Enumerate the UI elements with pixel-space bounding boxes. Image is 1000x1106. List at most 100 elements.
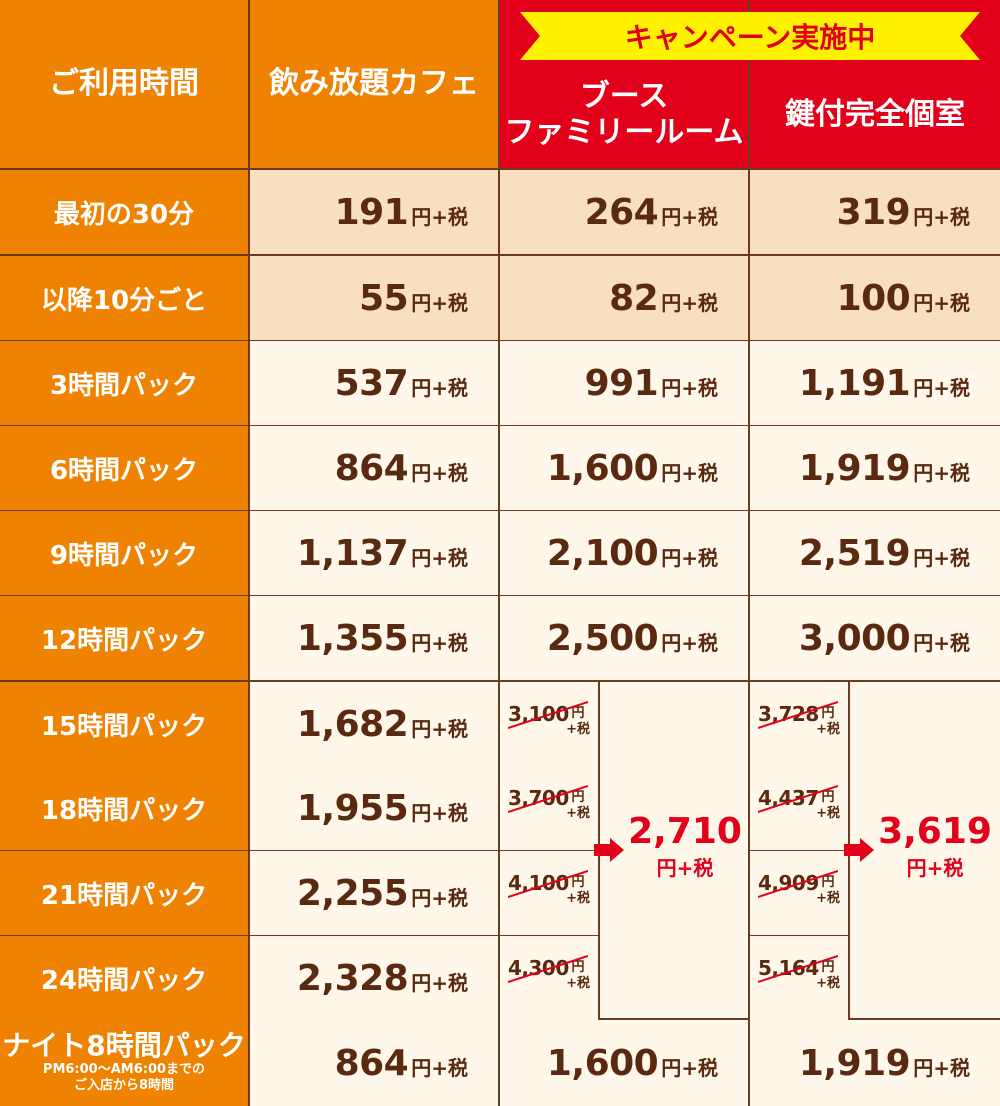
price-cell-cafe: 1,682 円+税 [250, 682, 498, 766]
campaign-cell-booth [600, 682, 748, 1018]
price-unit: 円+税 [411, 460, 468, 485]
price-unit: 円+税 [913, 290, 970, 315]
night-pack-label: ナイト8時間パック [2, 1029, 246, 1063]
row-label: 3時間パック [0, 341, 248, 425]
price-cell-cafe: 1,955 円+税 [250, 766, 498, 850]
old-unit-bottom: +税 [816, 806, 840, 822]
old-unit-bottom: +税 [566, 806, 590, 822]
old-price-cell-booth: 3,700 円 +税 [500, 766, 598, 850]
price-value: 319 [836, 191, 911, 233]
campaign-banner: キャンペーン実施中 [520, 12, 980, 60]
strikethrough-line [758, 701, 838, 729]
old-price-unit: 円 +税 [566, 960, 590, 993]
row-label: 以降10分ごと [0, 256, 248, 340]
strikethrough-line [758, 955, 838, 983]
price-unit: 円+税 [411, 290, 468, 315]
row-label: 最初の30分 [0, 170, 248, 254]
header-booth-line2: ファミリールーム [504, 115, 744, 150]
old-unit-top: 円 [821, 790, 835, 805]
old-unit-top: 円 [571, 960, 585, 975]
old-price-cell-private: 3,728 円 +税 [750, 682, 848, 766]
price-value: 191 [334, 191, 409, 233]
price-value: 2,100 [546, 532, 659, 574]
price-unit: 円+税 [661, 204, 718, 229]
price-value: 991 [584, 362, 659, 404]
price-unit: 円+税 [661, 545, 718, 570]
price-cell-private: 3,000 円+税 [750, 596, 1000, 680]
price-value: 1,191 [798, 362, 911, 404]
old-price-cell-private: 5,164 円 +税 [750, 936, 848, 1020]
price-cell-private: 100 円+税 [750, 256, 1000, 340]
price-cell-cafe: 537 円+税 [250, 341, 498, 425]
price-unit: 円+税 [411, 375, 468, 400]
old-unit-top: 円 [821, 706, 835, 721]
price-value: 55 [359, 277, 409, 319]
night-price-cafe-value: 864 [334, 1042, 409, 1084]
old-price-cell-booth: 4,300 円 +税 [500, 936, 598, 1020]
price-unit: 円+税 [411, 630, 468, 655]
price-value: 2,255 [296, 872, 409, 914]
old-price-value: 3,728 [758, 702, 819, 726]
old-unit-top: 円 [571, 706, 585, 721]
campaign-price-booth: 2,710 円+税 [622, 812, 748, 881]
old-unit-top: 円 [821, 875, 835, 890]
row-label: 21時間パック [0, 851, 248, 935]
price-value: 1,137 [296, 532, 409, 574]
price-cell-booth: 2,500 円+税 [500, 596, 748, 680]
row-label: 6時間パック [0, 426, 248, 510]
old-price-value: 4,437 [758, 786, 819, 810]
old-price-unit: 円 +税 [816, 875, 840, 908]
price-value: 1,955 [296, 787, 409, 829]
old-price-unit: 円 +税 [566, 790, 590, 823]
campaign-cell-private [850, 682, 1000, 1018]
price-cell-private: 1,191 円+税 [750, 341, 1000, 425]
arrow-right-icon-booth [594, 838, 624, 862]
row-label: 24時間パック [0, 936, 248, 1020]
strikethrough-line [508, 955, 588, 983]
row-label: 18時間パック [0, 766, 248, 850]
old-unit-top: 円 [571, 875, 585, 890]
price-cell-booth: 264 円+税 [500, 170, 748, 254]
night-price-cafe: 864 円+税 [250, 1020, 498, 1106]
price-cell-cafe: 55 円+税 [250, 256, 498, 340]
price-cell-booth: 2,100 円+税 [500, 511, 748, 595]
price-value: 1,682 [296, 703, 409, 745]
night-pack-label-cell: ナイト8時間パック PM6:00〜AM6:00までの ご入店から8時間 [0, 1020, 248, 1106]
price-unit: 円+税 [913, 204, 970, 229]
night-price-private-unit: 円+税 [913, 1055, 970, 1080]
night-price-cafe-unit: 円+税 [411, 1055, 468, 1080]
old-price-cell-private: 4,909 円 +税 [750, 851, 848, 935]
header-time-label: ご利用時間 [0, 0, 248, 168]
strikethrough-line [758, 785, 838, 813]
old-price-value: 3,100 [508, 702, 569, 726]
old-unit-top: 円 [821, 960, 835, 975]
old-price-unit: 円 +税 [816, 960, 840, 993]
price-unit: 円+税 [411, 204, 468, 229]
price-value: 2,519 [798, 532, 911, 574]
old-unit-bottom: +税 [816, 722, 840, 738]
old-price-unit: 円 +税 [816, 706, 840, 739]
campaign-price-private: 3,619 円+税 [872, 812, 998, 881]
old-price-cell-booth: 4,100 円 +税 [500, 851, 598, 935]
price-unit: 円+税 [661, 375, 718, 400]
old-price-cell-private: 4,437 円 +税 [750, 766, 848, 850]
price-value: 1,355 [296, 617, 409, 659]
price-cell-booth: 991 円+税 [500, 341, 748, 425]
old-price-cell-booth: 3,100 円 +税 [500, 682, 598, 766]
header-private-room-label: 鍵付完全個室 [785, 97, 965, 132]
old-unit-top: 円 [571, 790, 585, 805]
price-cell-cafe: 2,328 円+税 [250, 936, 498, 1020]
night-price-private: 1,919 円+税 [750, 1020, 1000, 1106]
old-unit-bottom: +税 [816, 891, 840, 907]
price-value: 3,000 [798, 617, 911, 659]
row-label: 12時間パック [0, 596, 248, 680]
price-cell-private: 1,919 円+税 [750, 426, 1000, 510]
price-value: 864 [334, 447, 409, 489]
old-unit-bottom: +税 [566, 891, 590, 907]
price-cell-private: 319 円+税 [750, 170, 1000, 254]
price-cell-cafe: 1,137 円+税 [250, 511, 498, 595]
old-price-value: 4,100 [508, 871, 569, 895]
night-price-booth: 1,600 円+税 [500, 1020, 748, 1106]
old-price-unit: 円 +税 [566, 706, 590, 739]
